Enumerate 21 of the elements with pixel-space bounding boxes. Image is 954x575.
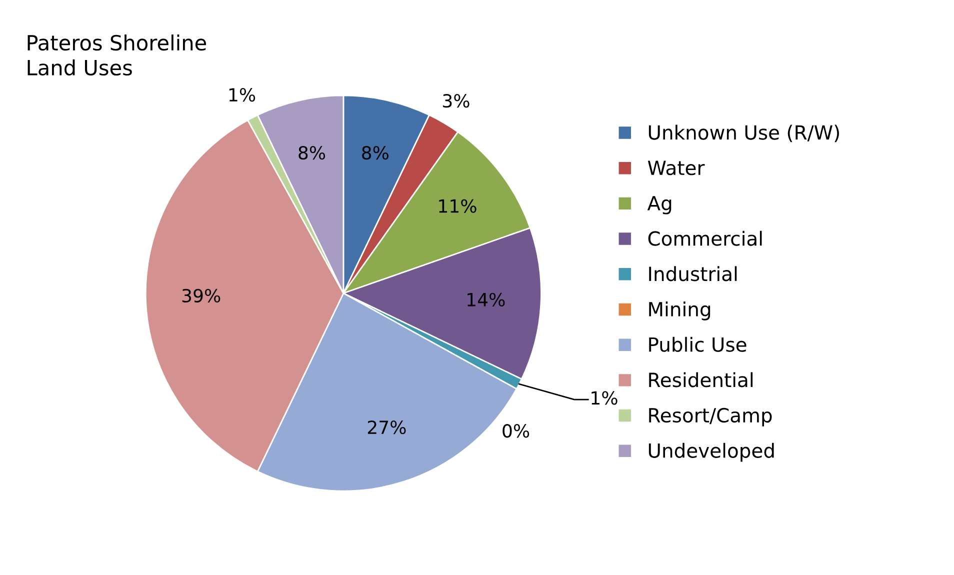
data-label: 14%: [468, 292, 505, 306]
data-label: 8%: [298, 146, 326, 160]
legend-label: Water: [648, 160, 705, 176]
legend-label: Commercial: [648, 230, 762, 246]
data-label: 11%: [439, 199, 476, 213]
legend-label: Ag: [647, 196, 672, 214]
data-label: 1%: [229, 88, 256, 102]
data-label: 39%: [182, 288, 220, 302]
legend-label: Industrial: [649, 266, 737, 282]
legend-label: Undeveloped: [648, 442, 774, 462]
data-label: 8%: [362, 146, 388, 160]
legend-label: Mining: [649, 302, 710, 320]
data-label: 27%: [368, 420, 406, 434]
legend-label: Unknown Use (R/W): [648, 124, 839, 142]
legend-label: Public Use: [649, 336, 746, 352]
legend-label: Resort/Camp: [649, 408, 772, 426]
chart-title: Pateros Shoreline Land Uses: [28, 34, 206, 76]
text: 0%: [502, 424, 530, 438]
data-label: 1%: [592, 391, 618, 405]
data-label: 3%: [443, 94, 470, 108]
legend-label: Residential: [649, 372, 753, 388]
